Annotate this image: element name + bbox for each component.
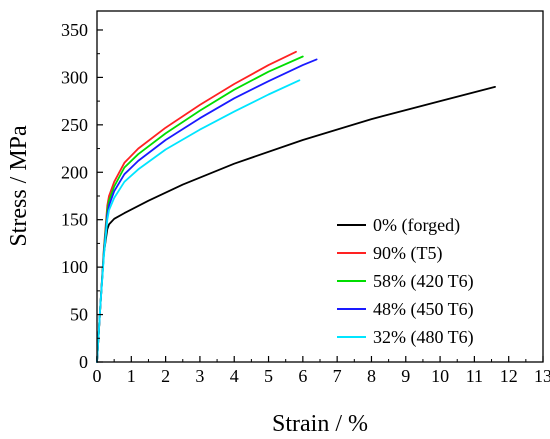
x-tick-label: 1 bbox=[127, 366, 136, 386]
series-line-2 bbox=[96, 55, 304, 363]
x-tick-label: 12 bbox=[500, 366, 518, 386]
legend-label-0: 0% (forged) bbox=[373, 215, 460, 236]
y-tick-label: 0 bbox=[79, 352, 88, 372]
legend-label-4: 32% (480 T6) bbox=[373, 327, 474, 348]
axis-ticks bbox=[96, 29, 544, 363]
series-line-1 bbox=[96, 50, 297, 363]
x-axis-title: Strain / % bbox=[272, 411, 368, 437]
x-tick-label: 13 bbox=[534, 366, 550, 386]
y-tick-label: 250 bbox=[61, 115, 88, 135]
x-tick-label: 5 bbox=[264, 366, 273, 386]
y-tick-label: 100 bbox=[61, 257, 88, 277]
y-tick-labels: 0 50 100 150 200 250 300 350 bbox=[61, 20, 88, 372]
legend-label-3: 48% (450 T6) bbox=[373, 299, 474, 320]
y-tick-label: 50 bbox=[70, 305, 88, 325]
legend: 0% (forged) 90% (T5) 58% (420 T6) 48% (450 … bbox=[337, 215, 474, 348]
x-tick-label: 3 bbox=[195, 366, 204, 386]
y-axis-title: Stress / MPa bbox=[6, 125, 32, 247]
x-tick-label: 0 bbox=[93, 366, 102, 386]
legend-label-1: 90% (T5) bbox=[373, 243, 442, 264]
legend-label-2: 58% (420 T6) bbox=[373, 271, 474, 292]
y-tick-label: 350 bbox=[61, 20, 88, 40]
plot-frame bbox=[96, 10, 544, 363]
x-tick-label: 10 bbox=[431, 366, 449, 386]
x-tick-label: 2 bbox=[161, 366, 170, 386]
x-tick-label: 6 bbox=[298, 366, 307, 386]
x-tick-label: 8 bbox=[367, 366, 376, 386]
x-tick-label: 9 bbox=[401, 366, 410, 386]
x-tick-labels: 0 1 2 3 4 5 6 7 8 9 10 11 12 13 bbox=[93, 366, 550, 386]
x-tick-label: 7 bbox=[333, 366, 342, 386]
x-tick-label: 4 bbox=[230, 366, 239, 386]
series-line-4 bbox=[96, 79, 301, 363]
series-layer bbox=[96, 50, 496, 363]
x-tick-label: 11 bbox=[466, 366, 483, 386]
y-tick-label: 150 bbox=[61, 210, 88, 230]
y-tick-label: 200 bbox=[61, 162, 88, 182]
y-tick-label: 300 bbox=[61, 67, 88, 87]
